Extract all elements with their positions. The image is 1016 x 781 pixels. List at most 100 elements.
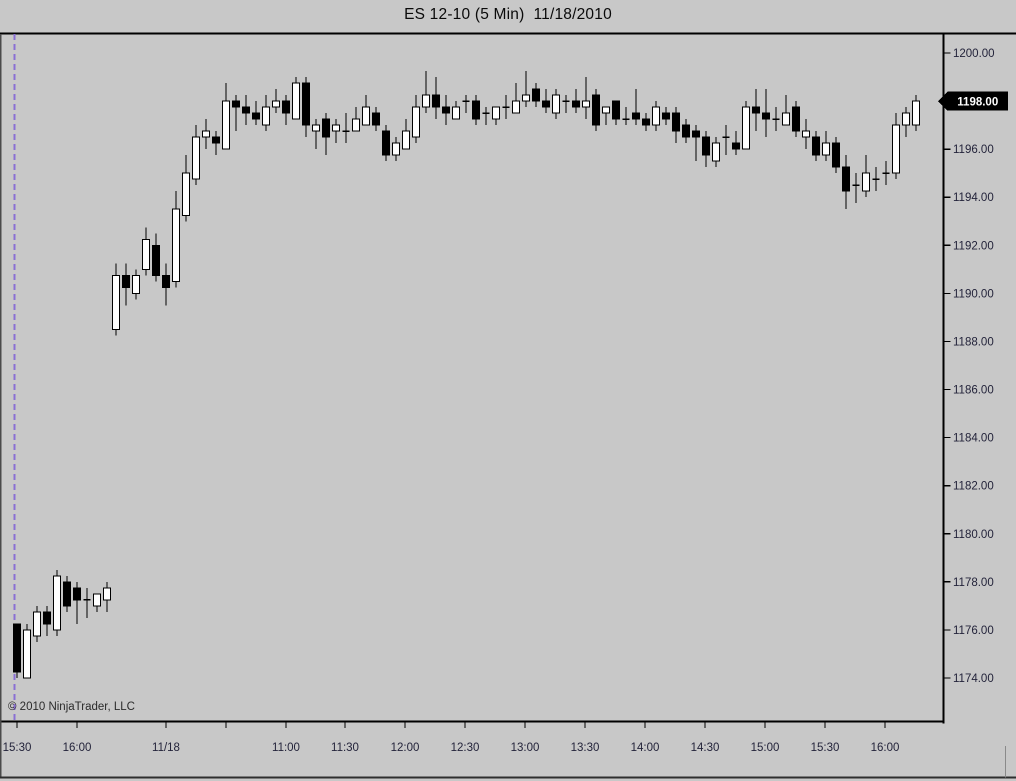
candle[interactable] <box>142 227 150 276</box>
candle[interactable] <box>842 155 850 210</box>
candle[interactable] <box>502 95 510 120</box>
candle[interactable] <box>652 101 660 132</box>
candle[interactable] <box>872 167 880 192</box>
candle[interactable] <box>362 95 370 126</box>
candle[interactable] <box>532 83 540 108</box>
candle[interactable] <box>792 101 800 138</box>
candle[interactable] <box>93 593 101 612</box>
candle[interactable] <box>772 107 780 132</box>
time-tick-label: 16:00 <box>63 742 92 754</box>
candle[interactable] <box>43 605 51 636</box>
candle[interactable] <box>192 125 200 186</box>
candle[interactable] <box>852 173 860 204</box>
candle[interactable] <box>482 107 490 126</box>
candle[interactable] <box>432 77 440 120</box>
candle[interactable] <box>882 161 890 186</box>
candle[interactable] <box>212 131 220 156</box>
candle[interactable] <box>622 107 630 126</box>
candle[interactable] <box>812 131 820 162</box>
candle[interactable] <box>33 605 41 642</box>
candle[interactable] <box>23 623 31 679</box>
candle[interactable] <box>692 125 700 162</box>
candle[interactable] <box>752 89 760 132</box>
candle[interactable] <box>632 89 640 126</box>
candle[interactable] <box>352 107 360 132</box>
candle[interactable] <box>682 119 690 144</box>
candle[interactable] <box>892 113 900 180</box>
candle[interactable] <box>63 575 71 612</box>
candle[interactable] <box>152 233 160 282</box>
candle[interactable] <box>712 137 720 168</box>
candle[interactable] <box>73 581 81 624</box>
candle[interactable] <box>103 581 111 612</box>
candle[interactable] <box>53 569 61 636</box>
candle[interactable] <box>242 95 250 126</box>
candle[interactable] <box>382 125 390 162</box>
candle[interactable] <box>862 155 870 198</box>
candle[interactable] <box>612 100 620 126</box>
time-tick-label: 12:30 <box>451 742 480 754</box>
candle[interactable] <box>702 131 710 168</box>
candle[interactable] <box>582 77 590 120</box>
candle[interactable] <box>492 106 500 126</box>
candle[interactable] <box>592 89 600 132</box>
candle[interactable] <box>292 77 300 120</box>
candle[interactable] <box>232 95 240 132</box>
candle[interactable] <box>13 623 21 678</box>
candle[interactable] <box>562 95 570 114</box>
candle[interactable] <box>372 107 380 132</box>
candle[interactable] <box>452 101 460 120</box>
candle[interactable] <box>542 89 550 114</box>
candle[interactable] <box>722 125 730 156</box>
candle[interactable] <box>522 71 530 108</box>
candle[interactable] <box>912 95 920 132</box>
candlestick-series[interactable] <box>13 71 920 679</box>
candle[interactable] <box>112 263 120 336</box>
candle[interactable] <box>312 119 320 150</box>
price-axis[interactable]: 1200.00 1198.00 1196.00 1194.00 1192.00 1190.… <box>943 48 995 685</box>
candle[interactable] <box>272 89 280 114</box>
candle[interactable] <box>782 95 790 126</box>
candle[interactable] <box>222 83 230 150</box>
candle[interactable] <box>672 107 680 144</box>
candle[interactable] <box>302 77 310 138</box>
candle[interactable] <box>252 101 260 126</box>
candle[interactable] <box>422 71 430 114</box>
candle[interactable] <box>662 107 670 126</box>
copyright-text: © 2010 NinjaTrader, LLC <box>8 701 135 713</box>
candle[interactable] <box>282 95 290 126</box>
candle[interactable] <box>572 89 580 114</box>
candle[interactable] <box>442 95 450 126</box>
candle[interactable] <box>822 131 830 162</box>
candle[interactable] <box>742 101 750 150</box>
candle[interactable] <box>172 191 180 288</box>
candle[interactable] <box>802 119 810 150</box>
candle[interactable] <box>402 119 410 150</box>
time-tick-label: 12:00 <box>391 742 420 754</box>
candle[interactable] <box>602 106 610 126</box>
candle[interactable] <box>83 587 91 618</box>
candle[interactable] <box>162 263 170 306</box>
candle[interactable] <box>762 89 770 138</box>
candle[interactable] <box>332 119 340 144</box>
candle[interactable] <box>122 263 130 306</box>
candle[interactable] <box>392 137 400 162</box>
candle[interactable] <box>472 95 480 126</box>
candle[interactable] <box>342 113 350 144</box>
candle[interactable] <box>132 269 140 300</box>
candle[interactable] <box>642 113 650 132</box>
time-axis[interactable]: 15:30 16:00 11/18 11:00 11:30 12:00 12:30 13:00… <box>3 721 900 755</box>
candle[interactable] <box>182 155 190 222</box>
candle[interactable] <box>202 119 210 150</box>
candle[interactable] <box>262 95 270 132</box>
candle[interactable] <box>552 89 560 120</box>
time-tick-label: 16:00 <box>871 742 900 754</box>
candle[interactable] <box>322 113 330 156</box>
candle[interactable] <box>512 83 520 114</box>
candle[interactable] <box>902 107 910 138</box>
candle[interactable] <box>412 95 420 144</box>
candle[interactable] <box>462 95 470 114</box>
candle[interactable] <box>732 131 740 156</box>
candle[interactable] <box>832 137 840 174</box>
